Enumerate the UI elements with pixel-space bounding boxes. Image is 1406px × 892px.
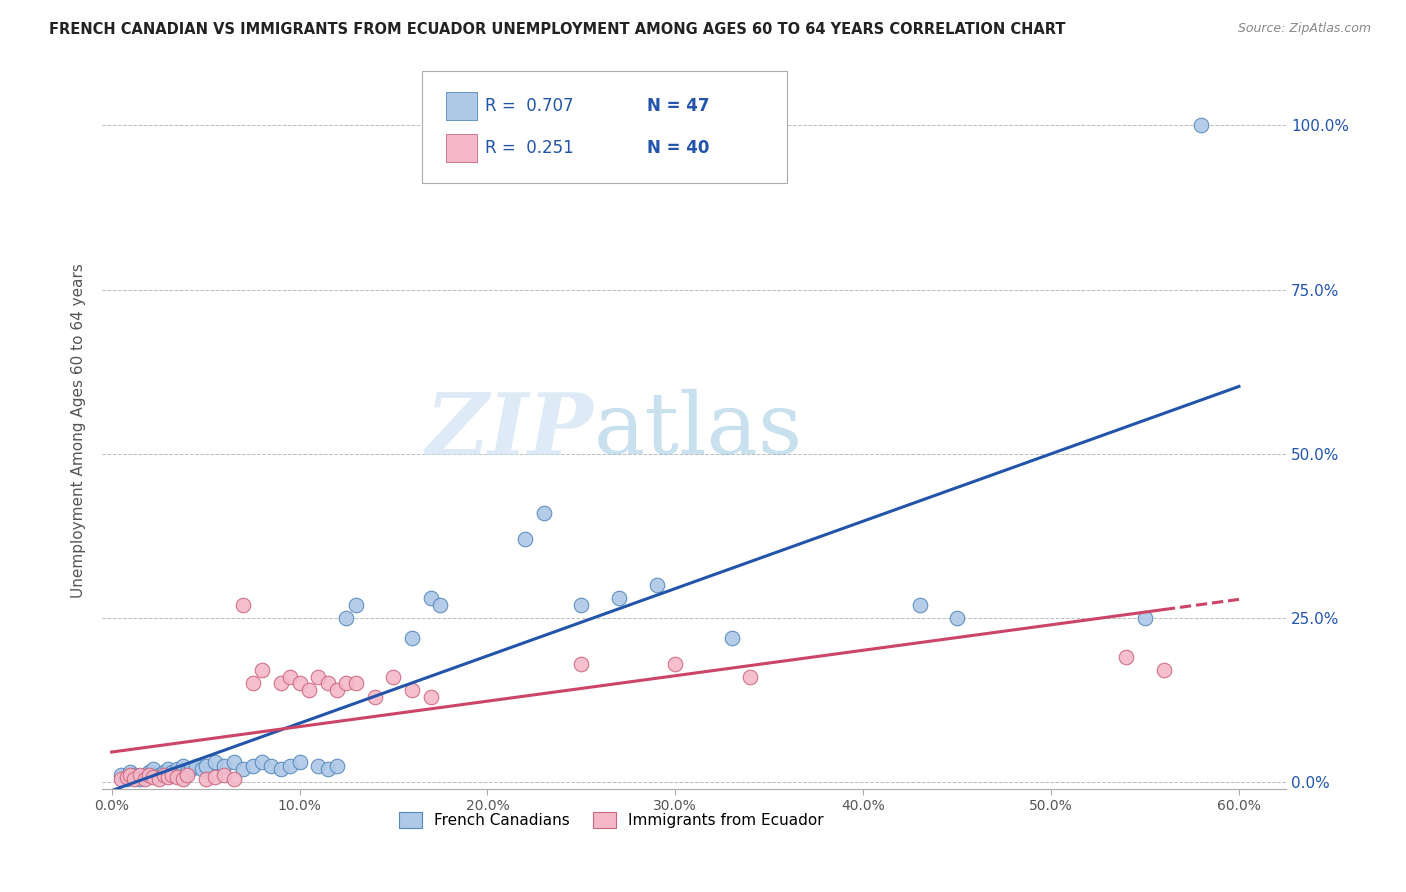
Point xyxy=(186,758,208,772)
Point xyxy=(153,768,176,782)
Point xyxy=(288,676,311,690)
Point xyxy=(344,598,367,612)
Point xyxy=(270,676,292,690)
Point xyxy=(120,765,142,780)
Point xyxy=(344,676,367,690)
Point xyxy=(110,768,132,782)
Point xyxy=(533,506,555,520)
Point xyxy=(142,770,165,784)
Point xyxy=(607,591,630,606)
Point xyxy=(569,657,592,671)
Point xyxy=(335,611,357,625)
Point xyxy=(946,611,969,625)
Text: R =  0.251: R = 0.251 xyxy=(485,139,574,157)
Point xyxy=(191,762,214,776)
Point xyxy=(420,591,443,606)
Point xyxy=(115,772,138,786)
Point xyxy=(288,756,311,770)
Point xyxy=(1115,650,1137,665)
Text: N = 47: N = 47 xyxy=(647,97,709,115)
Point xyxy=(110,772,132,786)
Point xyxy=(307,670,329,684)
Point xyxy=(222,756,245,770)
Point xyxy=(128,772,150,786)
Text: R =  0.707: R = 0.707 xyxy=(485,97,574,115)
Point xyxy=(326,683,349,698)
Point xyxy=(1189,119,1212,133)
Point xyxy=(278,758,301,772)
Point xyxy=(134,772,156,786)
Point xyxy=(401,683,423,698)
Point xyxy=(664,657,686,671)
Point xyxy=(298,683,321,698)
Point xyxy=(166,770,188,784)
Point xyxy=(180,762,202,776)
Point xyxy=(148,772,170,786)
Text: N = 40: N = 40 xyxy=(647,139,709,157)
Point xyxy=(363,690,385,704)
Point xyxy=(513,532,536,546)
Point xyxy=(278,670,301,684)
Point xyxy=(569,598,592,612)
Point xyxy=(250,664,273,678)
Point xyxy=(176,768,198,782)
Point xyxy=(222,772,245,786)
Point xyxy=(115,770,138,784)
Point xyxy=(172,772,194,786)
Text: Source: ZipAtlas.com: Source: ZipAtlas.com xyxy=(1237,22,1371,36)
Point xyxy=(382,670,405,684)
Point xyxy=(134,768,156,782)
Point xyxy=(326,758,349,772)
Point xyxy=(401,631,423,645)
Point xyxy=(166,762,188,776)
Legend: French Canadians, Immigrants from Ecuador: French Canadians, Immigrants from Ecuado… xyxy=(392,806,830,835)
Point xyxy=(172,758,194,772)
Point xyxy=(270,762,292,776)
Point xyxy=(242,758,264,772)
Point xyxy=(232,762,254,776)
Point xyxy=(194,772,217,786)
Point xyxy=(645,578,668,592)
Point xyxy=(335,676,357,690)
Point xyxy=(250,756,273,770)
Point xyxy=(142,762,165,776)
Y-axis label: Unemployment Among Ages 60 to 64 years: Unemployment Among Ages 60 to 64 years xyxy=(72,263,86,599)
Point xyxy=(1133,611,1156,625)
Point xyxy=(307,758,329,772)
Text: FRENCH CANADIAN VS IMMIGRANTS FROM ECUADOR UNEMPLOYMENT AMONG AGES 60 TO 64 YEAR: FRENCH CANADIAN VS IMMIGRANTS FROM ECUAD… xyxy=(49,22,1066,37)
Point xyxy=(204,756,226,770)
Point xyxy=(429,598,451,612)
Point xyxy=(120,768,142,782)
Point xyxy=(176,765,198,780)
Point xyxy=(204,770,226,784)
Point xyxy=(740,670,762,684)
Point xyxy=(316,676,339,690)
Point xyxy=(1153,664,1175,678)
Point xyxy=(908,598,931,612)
Point xyxy=(242,676,264,690)
Point xyxy=(138,765,160,780)
Point xyxy=(316,762,339,776)
Point xyxy=(232,598,254,612)
Point xyxy=(153,765,176,780)
Point xyxy=(214,768,236,782)
Point xyxy=(138,768,160,782)
Text: atlas: atlas xyxy=(593,389,803,473)
Point xyxy=(214,758,236,772)
Point xyxy=(720,631,742,645)
Point xyxy=(160,765,183,780)
Text: ZIP: ZIP xyxy=(426,389,593,473)
Point xyxy=(148,768,170,782)
Point xyxy=(122,772,145,786)
Point xyxy=(260,758,283,772)
Point xyxy=(420,690,443,704)
Point xyxy=(128,768,150,782)
Point xyxy=(194,758,217,772)
Point xyxy=(156,762,179,776)
Point xyxy=(156,770,179,784)
Point xyxy=(122,768,145,782)
Point xyxy=(160,768,183,782)
